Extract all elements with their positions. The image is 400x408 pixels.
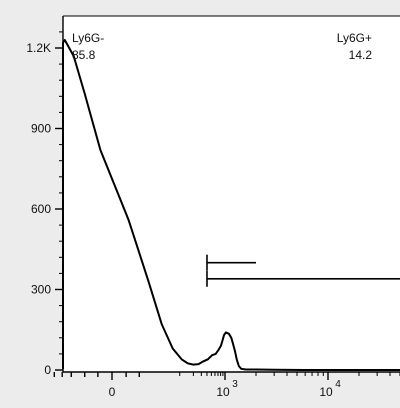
- x-tick-label: 10: [319, 385, 333, 399]
- gate-label-ly6g-pos-name: Ly6G+: [337, 31, 372, 45]
- y-tick-label: 300: [31, 283, 51, 297]
- gate-label-ly6g-neg-name: Ly6G-: [72, 31, 104, 45]
- x-tick-exponent: 4: [335, 379, 341, 390]
- gate-label-ly6g-neg-value: 85.8: [72, 48, 96, 62]
- x-tick-label: 0: [109, 385, 116, 399]
- x-tick-exponent: 3: [232, 379, 238, 390]
- y-tick-label: 600: [31, 202, 51, 216]
- y-tick-label: 0: [44, 363, 51, 377]
- plot-area: [63, 16, 400, 372]
- y-tick-label: 1.2K: [26, 41, 51, 55]
- gate-label-ly6g-pos-value: 14.2: [349, 48, 373, 62]
- y-tick-label: 900: [31, 122, 51, 136]
- x-tick-label: 10: [216, 385, 230, 399]
